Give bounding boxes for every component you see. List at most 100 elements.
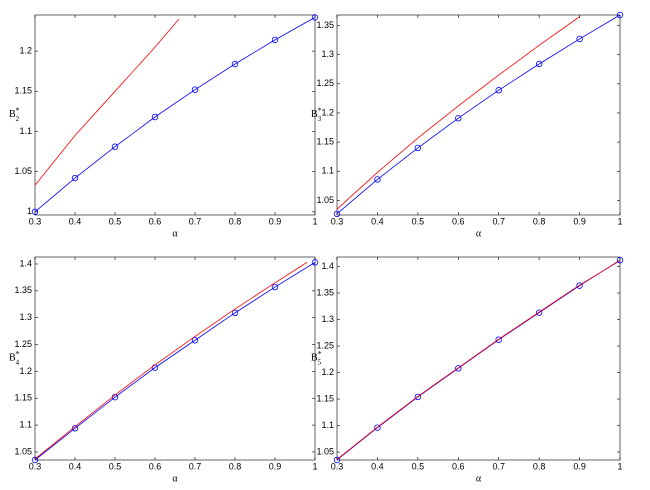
marker	[311, 259, 319, 266]
series-line	[336, 16, 580, 210]
x-tick-label: 0.3	[331, 216, 344, 226]
y-tick-label: 1.2	[321, 107, 334, 117]
marker	[191, 337, 199, 344]
x-tick-label: 0.6	[149, 461, 162, 471]
x-tick-label: 0.6	[149, 216, 162, 226]
marker	[271, 36, 279, 44]
subplot: 0.3 0.4 0.5 0.6 0.7 0.8 0.9 1 1.05 1.1 1.15 1.2 1.25…	[311, 11, 624, 239]
y-tick-label: 1.35	[14, 285, 32, 295]
marker	[414, 144, 422, 152]
y-tick-label: 1.05	[316, 446, 334, 456]
series-line	[34, 18, 180, 186]
y-label-base: B	[311, 353, 318, 364]
marker	[151, 113, 159, 121]
x-tick-label: 1	[312, 461, 317, 471]
x-axis-label: α	[476, 473, 482, 484]
x-tick-label: 0.8	[533, 216, 546, 226]
y-tick-label: 1.35	[316, 20, 334, 30]
x-axis-label: α	[476, 228, 482, 239]
x-tick-label: 0.5	[412, 216, 425, 226]
marker	[111, 143, 119, 150]
x-tick-label: 0.4	[371, 216, 384, 226]
y-tick-label: 1.3	[321, 314, 334, 324]
y-tick-label: 1.4	[321, 261, 334, 271]
x-tick-label: 1	[312, 216, 317, 226]
marker	[374, 424, 381, 431]
x-tick-label: 0.4	[69, 216, 82, 226]
marker	[455, 365, 462, 372]
marker	[495, 87, 502, 94]
y-tick-label: 1.25	[316, 340, 334, 350]
y-label-sup: *	[16, 106, 20, 115]
x-axis-label: α	[172, 473, 178, 484]
x-tick-label: 0.7	[189, 216, 202, 226]
x-tick-label: 1	[617, 461, 622, 471]
y-tick-label: 1.25	[14, 339, 32, 349]
y-tick-label: 1.2	[321, 367, 334, 377]
marker	[271, 283, 279, 291]
marker	[71, 425, 79, 432]
marker	[231, 60, 239, 68]
y-tick-label: 1	[27, 206, 32, 216]
marker	[616, 256, 624, 264]
marker	[495, 336, 502, 343]
x-tick-label: 0.4	[69, 461, 82, 471]
y-axis-label: B* 2	[9, 106, 20, 123]
marker	[455, 115, 462, 122]
x-tick-label: 0.4	[371, 461, 384, 471]
y-tick-label: 1.15	[316, 136, 334, 146]
y-label-sub: 5	[318, 358, 322, 366]
y-axis-label: B* 3	[311, 106, 322, 123]
x-axis-label: α	[172, 228, 178, 239]
marker	[311, 14, 319, 21]
axes-box	[336, 14, 621, 216]
x-tick-label: 0.6	[452, 216, 465, 226]
x-tick-label: 0.9	[573, 216, 586, 226]
series-line	[34, 17, 316, 213]
series-line	[34, 262, 316, 461]
x-tick-label: 0.8	[533, 461, 546, 471]
y-label-sub: 4	[16, 358, 20, 366]
y-tick-label: 1.1	[321, 420, 334, 430]
y-tick-label: 1.1	[321, 166, 334, 176]
y-tick-label: 1.1	[19, 126, 32, 136]
y-label-base: B	[311, 109, 318, 120]
y-tick-label: 1.2	[19, 46, 32, 56]
marker	[231, 309, 239, 317]
marker	[414, 393, 422, 401]
marker	[31, 456, 39, 464]
y-tick-label: 1.15	[14, 86, 32, 96]
y-label-sup: *	[16, 349, 20, 358]
series-line	[336, 14, 621, 215]
marker	[535, 60, 543, 68]
y-label-base: B	[9, 109, 16, 120]
axes-box	[34, 256, 316, 461]
marker	[31, 208, 39, 215]
series-line	[336, 260, 621, 460]
subplot: 0.3 0.4 0.5 0.6 0.7 0.8 0.9 1 1.05 1.1 1.15 1.2 1.25…	[9, 256, 319, 484]
y-tick-label: 1.05	[14, 446, 32, 456]
y-label-sup: *	[318, 106, 322, 115]
marker	[191, 86, 199, 93]
y-tick-label: 1.4	[19, 258, 32, 268]
y-axis-label: B* 5	[311, 349, 322, 366]
series-line	[34, 262, 308, 460]
y-tick-label: 1.35	[316, 287, 334, 297]
y-label-sub: 3	[318, 115, 322, 123]
x-tick-label: 0.7	[492, 461, 505, 471]
y-tick-label: 1.25	[316, 78, 334, 88]
y-axis-label: B* 4	[9, 349, 20, 366]
marker	[333, 456, 341, 464]
y-tick-label: 1.2	[19, 366, 32, 376]
x-tick-label: 0.5	[412, 461, 425, 471]
x-tick-label: 0.7	[189, 461, 202, 471]
y-tick-label: 1.15	[316, 393, 334, 403]
x-tick-label: 0.7	[492, 216, 505, 226]
y-label-sub: 2	[16, 115, 20, 123]
marker	[71, 174, 79, 182]
x-tick-label: 0.8	[229, 216, 242, 226]
marker	[576, 282, 583, 289]
x-tick-label: 0.3	[331, 461, 344, 471]
